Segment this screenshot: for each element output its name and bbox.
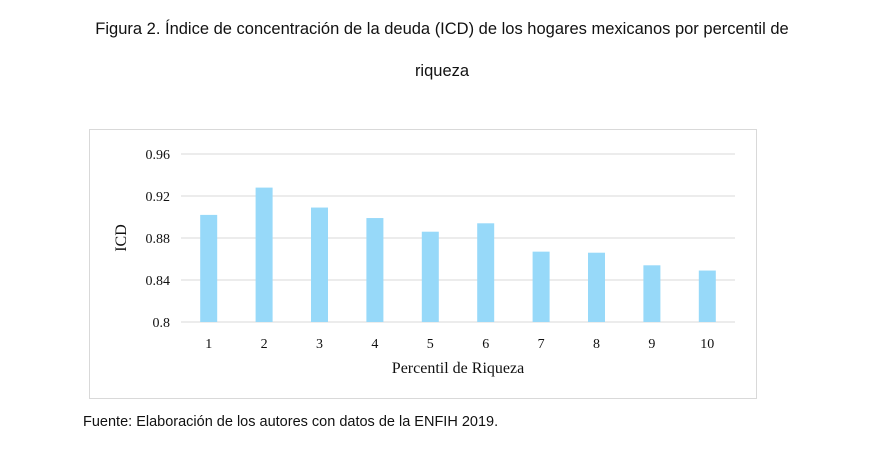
bar-4: [366, 218, 384, 322]
bars: [200, 187, 716, 322]
x-tick-label: 6: [482, 337, 489, 352]
figure-title-line-1: Figura 2. Índice de concentración de la …: [95, 20, 789, 38]
x-tick-labels: 1 2 3 4 5 6 7 8 9 10: [205, 337, 714, 352]
bar-8: [588, 252, 605, 322]
bar-2: [255, 187, 273, 322]
x-tick-label: 8: [593, 337, 600, 352]
x-tick-label: 2: [261, 337, 268, 352]
x-tick-label: 3: [316, 337, 323, 352]
y-tick-label: 0.92: [146, 190, 171, 205]
bar-7: [532, 251, 550, 322]
x-tick-label: 7: [538, 337, 545, 352]
y-tick-label: 0.8: [153, 316, 171, 331]
bar-6: [477, 223, 495, 322]
y-tick-label: 0.96: [146, 148, 171, 163]
y-tick-label: 0.88: [146, 232, 171, 247]
figure-title-line-2: riqueza: [414, 62, 470, 80]
bar-5: [421, 231, 439, 322]
bar-3: [311, 207, 328, 322]
bar-9: [643, 265, 661, 322]
y-tick-labels: 0.8 0.84 0.88 0.92 0.96: [146, 148, 171, 331]
x-tick-label: 4: [371, 337, 378, 352]
figure-source-note: Fuente: Elaboración de los autores con d…: [83, 414, 499, 430]
bar-1: [200, 214, 218, 322]
y-tick-label: 0.84: [146, 274, 171, 289]
x-tick-label: 1: [205, 337, 212, 352]
x-tick-label: 9: [648, 337, 655, 352]
x-axis-label: Percentil de Riqueza: [392, 360, 524, 377]
x-tick-label: 5: [427, 337, 434, 352]
x-tick-label: 10: [700, 337, 714, 352]
bar-10: [698, 270, 716, 322]
y-axis-label: ICD: [113, 224, 130, 252]
gridlines: [181, 153, 735, 323]
